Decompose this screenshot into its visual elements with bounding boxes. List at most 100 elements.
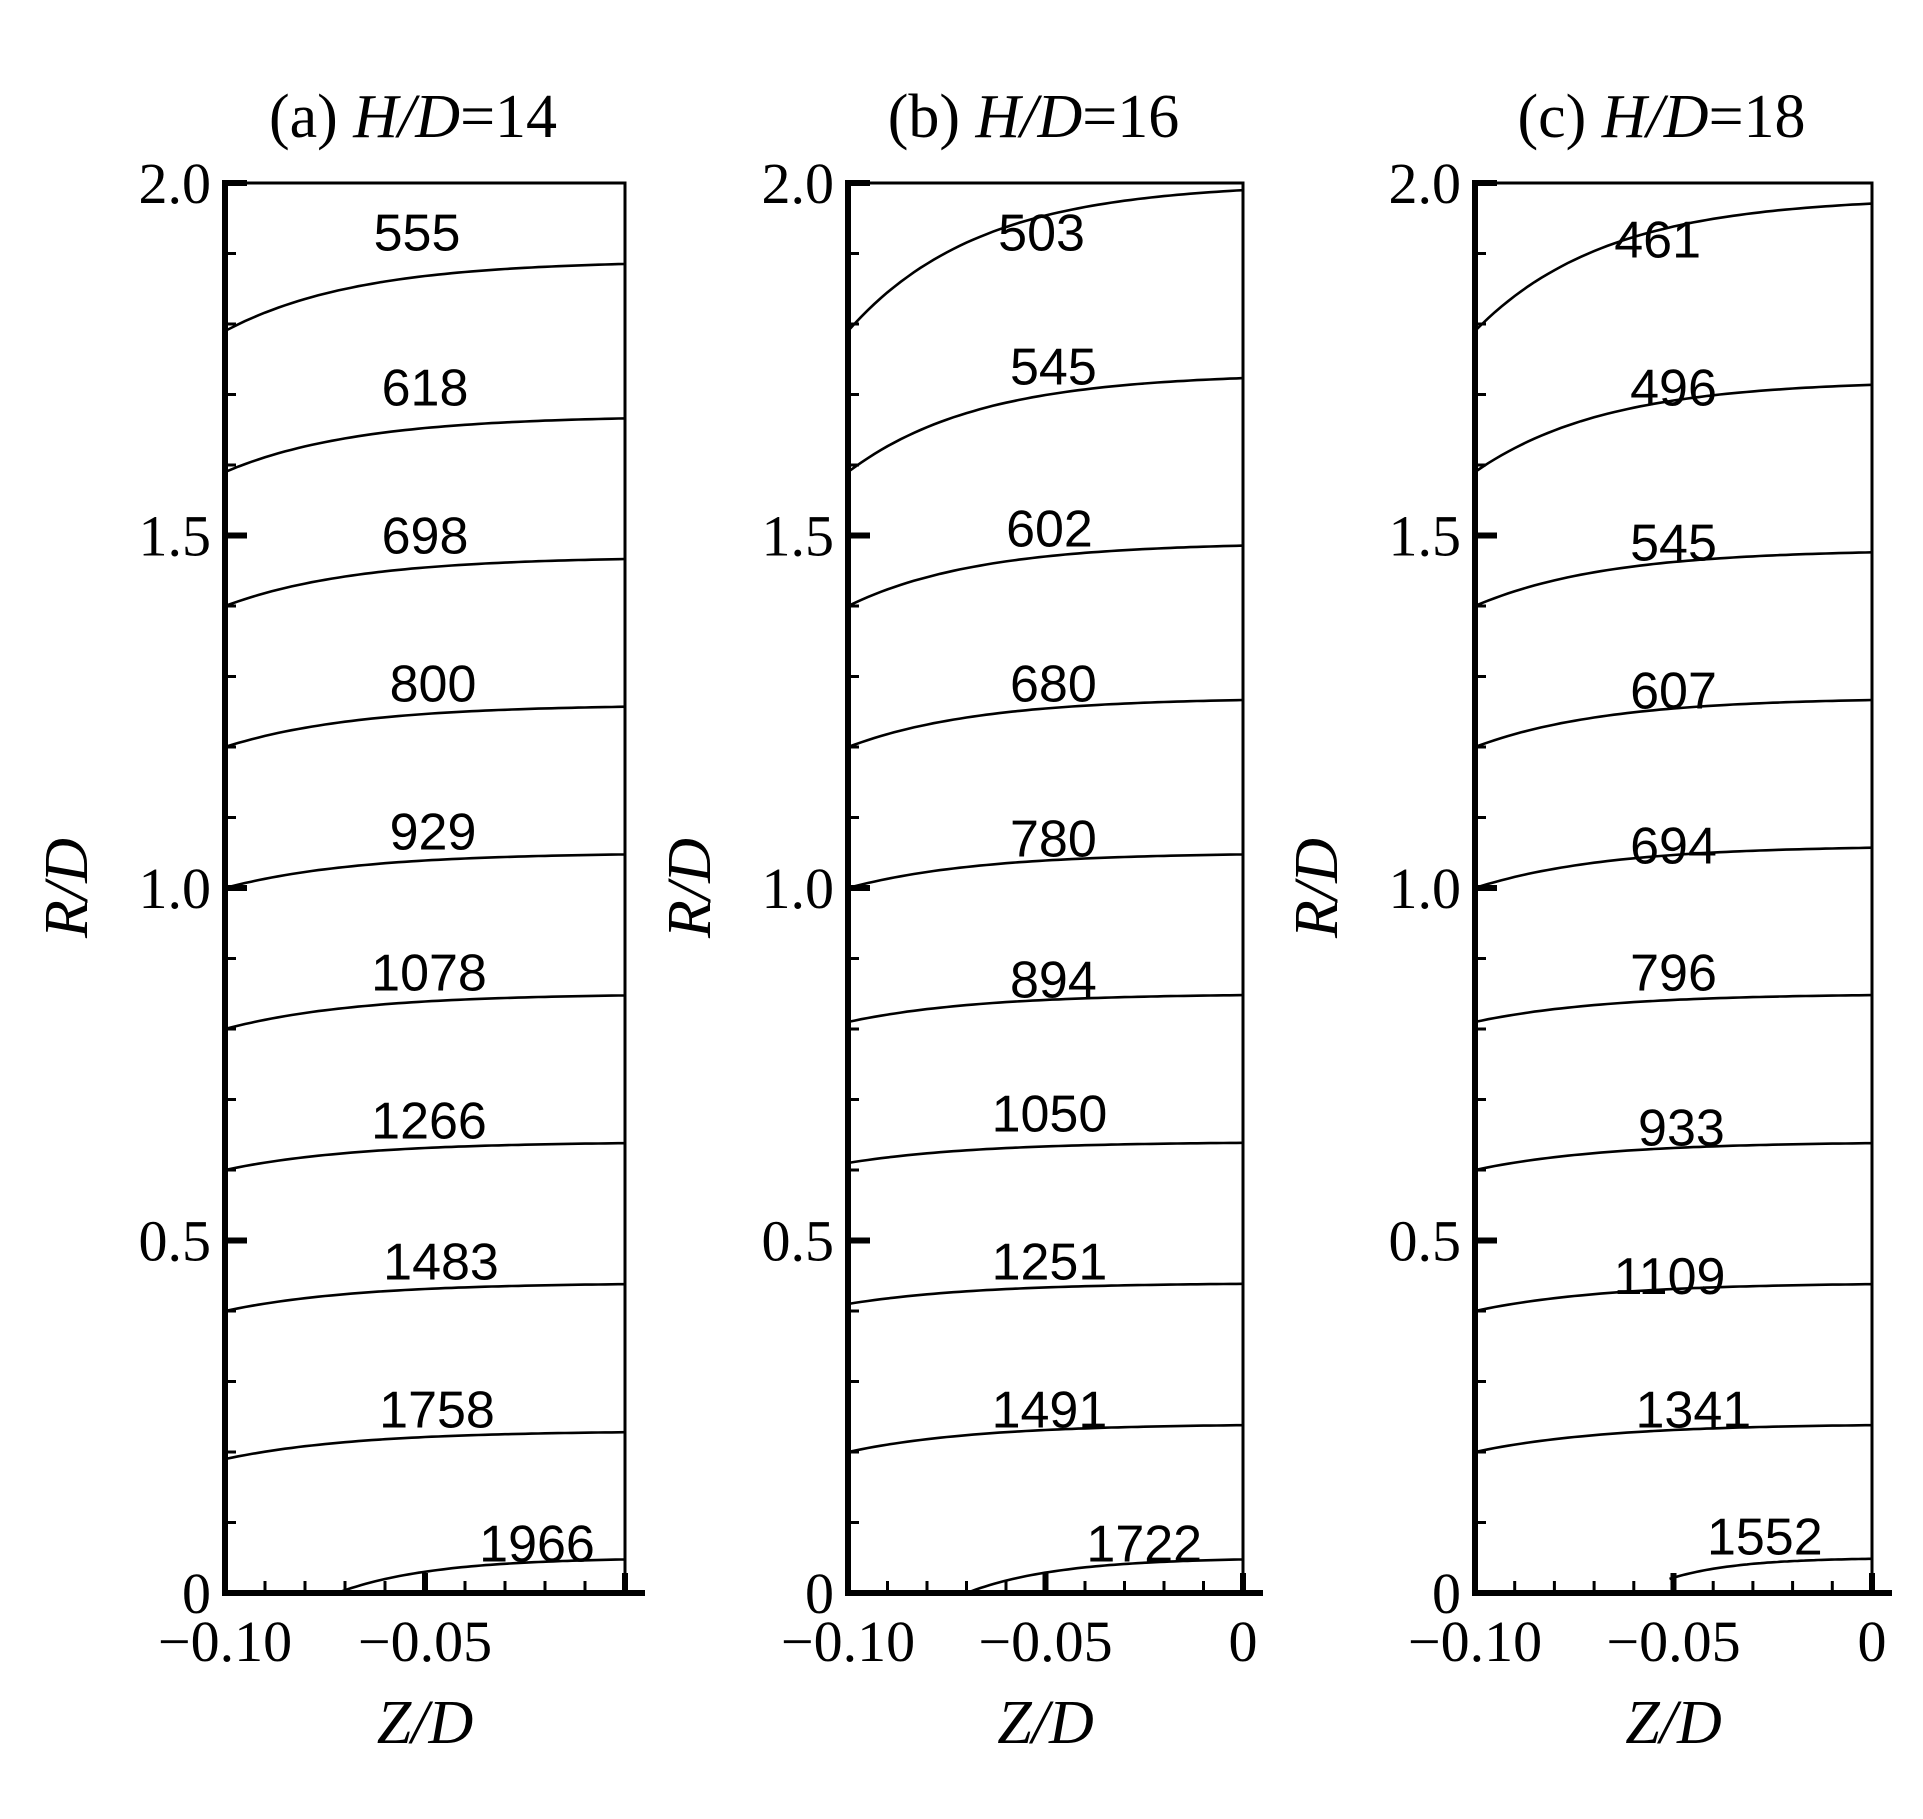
panel-title-prefix: (b) xyxy=(888,83,976,151)
panel-title-prefix: (a) xyxy=(269,83,353,151)
x-tick-label: 0 xyxy=(1229,1609,1258,1674)
contour-line xyxy=(847,993,1244,1024)
contour-line xyxy=(1474,551,1873,608)
x-tick-label: −0.10 xyxy=(1408,1609,1542,1674)
contour-panel-c: 0 0.5 1.0 1.5 2.0 −0.10 −0.05 0 Z/D R/D (c) H/D=18… xyxy=(1283,83,1892,1757)
y-tick-label: 1.5 xyxy=(762,504,835,569)
y-tick-label: 0.5 xyxy=(139,1209,212,1274)
contour-line xyxy=(224,417,626,474)
contour-label: 602 xyxy=(1006,500,1093,558)
y-axis-label: R/D xyxy=(656,838,724,939)
panel-title-variable: H/D xyxy=(1601,83,1709,151)
panel-title: (c) H/D=18 xyxy=(1517,83,1805,151)
contour-label: 929 xyxy=(390,804,477,862)
y-tick-label: 1.0 xyxy=(1389,856,1462,921)
contour-line xyxy=(224,705,626,749)
contour-label: 1078 xyxy=(371,945,487,1003)
contour-label: 1109 xyxy=(1614,1248,1726,1306)
y-tick-label: 1.5 xyxy=(1389,504,1462,569)
contour-line xyxy=(847,376,1244,474)
y-tick-label: 0.5 xyxy=(1389,1209,1462,1274)
contour-label: 1251 xyxy=(992,1234,1108,1292)
panel-title: (a) H/D=14 xyxy=(269,83,557,151)
contour-line xyxy=(1474,846,1873,890)
y-tick-label: 2.0 xyxy=(762,151,835,216)
contour-line xyxy=(224,994,625,1031)
contour-line xyxy=(224,853,625,890)
x-axis-label: Z/D xyxy=(377,1689,473,1757)
panel-title-value: =18 xyxy=(1709,83,1806,151)
y-tick-label: 0 xyxy=(805,1561,834,1626)
panel-title: (b) H/D=16 xyxy=(888,83,1180,151)
y-tick-label: 0 xyxy=(1432,1561,1461,1626)
contour-label: 1552 xyxy=(1707,1509,1823,1567)
contour-label: 545 xyxy=(1010,338,1097,396)
contour-label: 496 xyxy=(1630,359,1717,417)
contour-label: 780 xyxy=(1010,811,1097,869)
contour-label: 694 xyxy=(1630,818,1717,876)
contour-line xyxy=(1474,1141,1872,1172)
contour-line xyxy=(224,557,626,608)
contour-line xyxy=(1474,698,1873,749)
contour-line xyxy=(966,1558,1243,1595)
contour-label: 1722 xyxy=(1086,1516,1202,1574)
contour-label: 800 xyxy=(390,656,477,714)
x-tick-label: −0.05 xyxy=(358,1609,492,1674)
contour-label: 1491 xyxy=(992,1382,1108,1440)
contour-line xyxy=(847,1282,1244,1306)
contour-label: 618 xyxy=(382,359,469,417)
y-tick-label: 1.0 xyxy=(762,856,835,921)
y-tick-label: 2.0 xyxy=(139,151,212,216)
contour-label: 1266 xyxy=(371,1093,487,1151)
panel-title-prefix: (c) xyxy=(1517,83,1601,151)
x-tick-label: −0.05 xyxy=(1606,1609,1740,1674)
contour-line xyxy=(224,1282,625,1313)
panel-title-variable: H/D xyxy=(352,83,460,151)
y-tick-label: 2.0 xyxy=(1389,151,1462,216)
y-axis-label: R/D xyxy=(33,838,101,939)
contour-line xyxy=(847,1423,1243,1454)
panel-title-variable: H/D xyxy=(975,83,1083,151)
contour-label: 607 xyxy=(1630,663,1717,721)
x-tick-label: −0.05 xyxy=(978,1609,1112,1674)
x-tick-label: −0.10 xyxy=(158,1609,292,1674)
contour-label: 461 xyxy=(1614,211,1701,269)
x-tick-label: −0.10 xyxy=(781,1609,915,1674)
y-tick-label: 1.0 xyxy=(139,856,212,921)
y-axis-label: R/D xyxy=(1283,838,1351,939)
contour-line xyxy=(1474,993,1873,1024)
contour-line xyxy=(847,1141,1244,1165)
contour-label: 1758 xyxy=(379,1382,495,1440)
panel-title-value: =16 xyxy=(1082,83,1179,151)
contour-label: 894 xyxy=(1010,952,1097,1010)
contour-label: 698 xyxy=(382,508,469,566)
contour-panel-a: 0 0.5 1.0 1.5 2.0 −0.10 −0.05 Z/D R/D (a) H/D=14 5… xyxy=(33,83,645,1757)
contour-line xyxy=(847,188,1244,332)
contour-line xyxy=(847,698,1244,749)
contour-line xyxy=(1669,1557,1872,1581)
contour-line xyxy=(336,1558,625,1595)
panel-title-value: =14 xyxy=(460,83,557,151)
y-tick-label: 1.5 xyxy=(139,504,212,569)
y-tick-label: 0.5 xyxy=(762,1209,835,1274)
contour-label: 1483 xyxy=(383,1234,499,1292)
contour-line xyxy=(1474,202,1873,332)
y-tick-label: 0 xyxy=(182,1561,211,1626)
contour-label: 503 xyxy=(998,204,1085,262)
contour-label: 680 xyxy=(1010,656,1097,714)
contour-line xyxy=(1474,1282,1872,1313)
contour-panel-b: 0 0.5 1.0 1.5 2.0 −0.10 −0.05 0 Z/D R/D (b) H/D=16… xyxy=(656,83,1263,1757)
contour-label: 1341 xyxy=(1636,1382,1752,1440)
contour-label: 545 xyxy=(1630,515,1717,573)
contour-label: 555 xyxy=(374,204,461,262)
contour-line xyxy=(1474,1423,1872,1454)
contour-line xyxy=(847,544,1244,608)
contour-line xyxy=(1474,383,1873,474)
x-axis-label: Z/D xyxy=(1625,1689,1721,1757)
x-tick-label: 0 xyxy=(1858,1609,1887,1674)
contour-line xyxy=(224,1141,625,1172)
contour-label: 796 xyxy=(1630,945,1717,1003)
contour-label: 1050 xyxy=(992,1086,1108,1144)
contour-label: 1966 xyxy=(479,1516,595,1574)
